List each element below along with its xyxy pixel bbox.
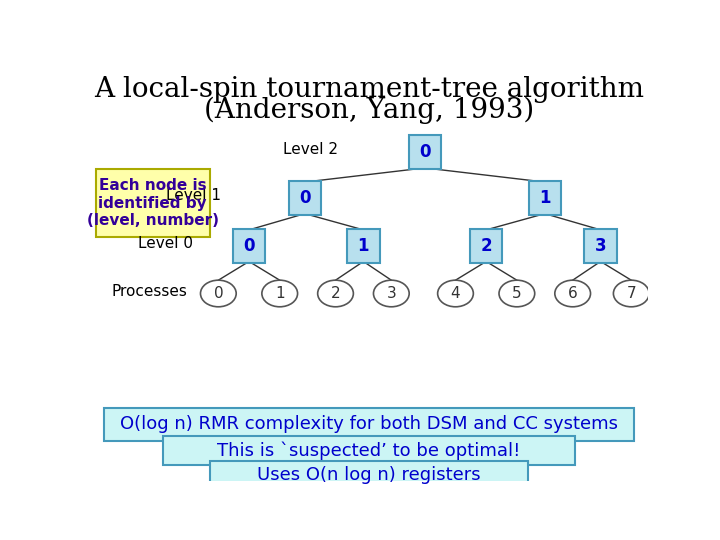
- Text: 6: 6: [568, 286, 577, 301]
- Circle shape: [438, 280, 473, 307]
- Text: This is `suspected’ to be optimal!: This is `suspected’ to be optimal!: [217, 441, 521, 460]
- Text: 0: 0: [243, 237, 255, 255]
- Text: 0: 0: [419, 143, 431, 161]
- Circle shape: [499, 280, 535, 307]
- Text: 2: 2: [330, 286, 341, 301]
- FancyBboxPatch shape: [470, 228, 503, 263]
- Text: 7: 7: [626, 286, 636, 301]
- Text: Uses O(n log n) registers: Uses O(n log n) registers: [257, 466, 481, 484]
- Text: 1: 1: [358, 237, 369, 255]
- Text: Level 1: Level 1: [166, 188, 221, 203]
- Text: 0: 0: [214, 286, 223, 301]
- Text: Level 2: Level 2: [283, 142, 338, 157]
- FancyBboxPatch shape: [409, 135, 441, 169]
- FancyBboxPatch shape: [528, 181, 561, 215]
- Text: 5: 5: [512, 286, 522, 301]
- Text: Processes: Processes: [112, 284, 188, 299]
- FancyBboxPatch shape: [163, 436, 575, 465]
- Text: 1: 1: [275, 286, 284, 301]
- Text: 3: 3: [595, 237, 606, 255]
- Text: 4: 4: [451, 286, 460, 301]
- Text: A local-spin tournament-tree algorithm: A local-spin tournament-tree algorithm: [94, 76, 644, 103]
- FancyBboxPatch shape: [289, 181, 321, 215]
- FancyBboxPatch shape: [347, 228, 379, 263]
- Circle shape: [613, 280, 649, 307]
- Text: 1: 1: [539, 189, 551, 207]
- Text: Each node is
identified by
(level, number): Each node is identified by (level, numbe…: [87, 178, 219, 228]
- Text: Level 0: Level 0: [138, 235, 193, 251]
- Text: 3: 3: [387, 286, 396, 301]
- Circle shape: [555, 280, 590, 307]
- Circle shape: [318, 280, 354, 307]
- Circle shape: [200, 280, 236, 307]
- FancyBboxPatch shape: [233, 228, 265, 263]
- FancyBboxPatch shape: [585, 228, 617, 263]
- Text: (Anderson, Yang, 1993): (Anderson, Yang, 1993): [204, 97, 534, 124]
- FancyBboxPatch shape: [104, 408, 634, 441]
- Circle shape: [374, 280, 409, 307]
- Text: 2: 2: [480, 237, 492, 255]
- FancyBboxPatch shape: [96, 168, 210, 238]
- Circle shape: [262, 280, 297, 307]
- FancyBboxPatch shape: [210, 461, 528, 489]
- Text: O(log n) RMR complexity for both DSM and CC systems: O(log n) RMR complexity for both DSM and…: [120, 415, 618, 434]
- Text: 0: 0: [299, 189, 310, 207]
